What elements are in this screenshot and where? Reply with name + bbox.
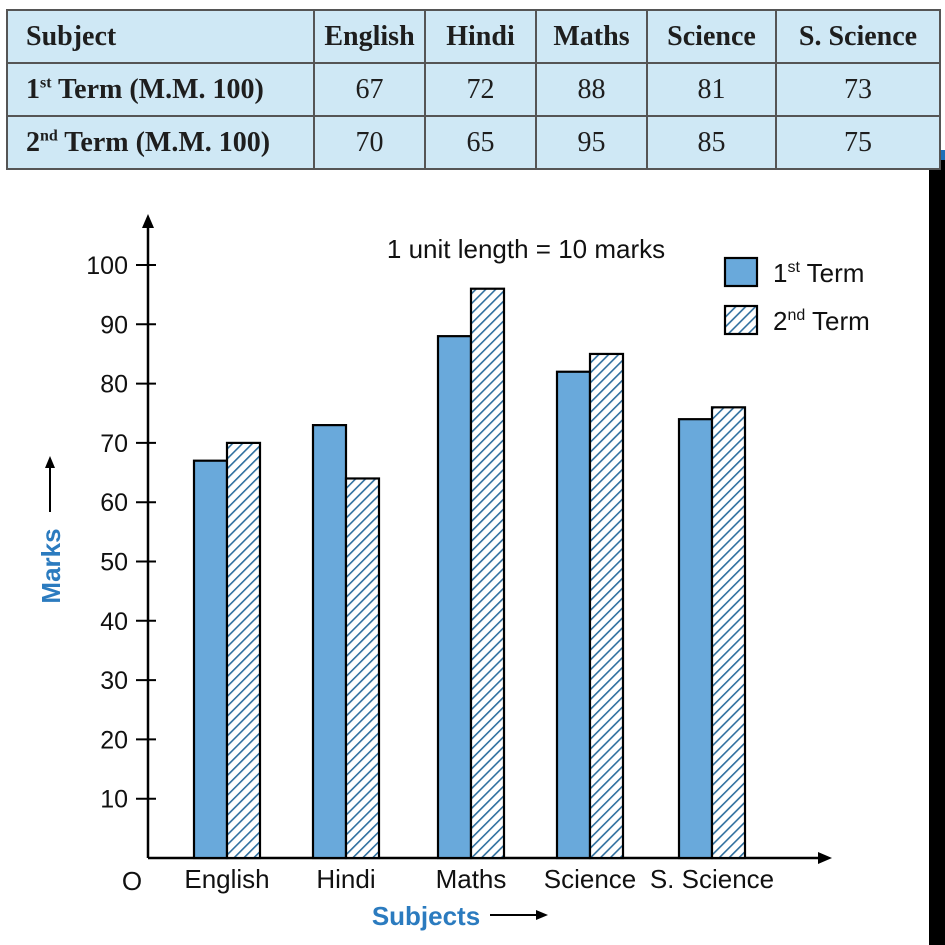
- scale-annotation: 1 unit length = 10 marks: [387, 234, 665, 264]
- bar-2nd-term-english: [225, 441, 262, 860]
- chart-legend: 1st Term 2nd Term: [723, 256, 870, 336]
- row-label: 2nd Term (M.M. 100): [6, 115, 315, 170]
- bar-1st-term-s-science: [677, 418, 714, 860]
- y-tick-label: 40: [100, 608, 128, 636]
- header-cell: Maths: [535, 9, 648, 64]
- marks-table: Subject English Hindi Maths Science S. S…: [6, 9, 941, 170]
- header-cell: Subject: [6, 9, 315, 64]
- bar-1st-term-hindi: [311, 424, 348, 860]
- y-tick-label: 20: [100, 726, 128, 754]
- bar-1st-term-english: [192, 459, 229, 860]
- page-edge-bar: [929, 160, 945, 945]
- table-cell: 95: [535, 115, 648, 170]
- header-cell: Hindi: [424, 9, 537, 64]
- y-tick-label: 30: [100, 667, 128, 695]
- table-cell: 67: [313, 62, 426, 117]
- y-tick-label: 10: [100, 786, 128, 814]
- table-cell: 88: [535, 62, 648, 117]
- x-title-arrow-head: [536, 910, 548, 920]
- origin-label: O: [122, 866, 142, 896]
- bar-1st-term-science: [555, 370, 592, 860]
- y-axis-arrow: [142, 214, 154, 228]
- legend-label-2nd-term: 2nd Term: [773, 306, 870, 336]
- header-cell: English: [313, 9, 426, 64]
- y-axis-title: Marks: [36, 528, 66, 603]
- x-tick-label: Science: [544, 864, 637, 894]
- bar-2nd-term-maths: [469, 287, 506, 860]
- table-cell: 85: [646, 115, 777, 170]
- table-cell: 70: [313, 115, 426, 170]
- x-tick-label: Maths: [436, 864, 507, 894]
- x-tick-label: S. Science: [650, 864, 774, 894]
- bar-1st-term-maths: [436, 335, 473, 860]
- x-axis-title: Subjects: [372, 901, 480, 931]
- header-cell: S. Science: [775, 9, 941, 64]
- row-label: 1st Term (M.M. 100): [6, 62, 315, 117]
- y-tick-label: 60: [100, 489, 128, 517]
- table-header-row: Subject English Hindi Maths Science S. S…: [6, 9, 941, 64]
- bar-2nd-term-hindi: [344, 477, 381, 860]
- y-tick-label: 70: [100, 430, 128, 458]
- bar-2nd-term-s-science: [710, 406, 747, 860]
- table-cell: 72: [424, 62, 537, 117]
- y-title-arrow-head: [45, 456, 55, 468]
- y-tick-label: 50: [100, 549, 128, 577]
- legend-label-1st-term: 1st Term: [773, 258, 864, 288]
- table-cell: 65: [424, 115, 537, 170]
- table-cell: 75: [775, 115, 941, 170]
- y-tick-label: 100: [86, 252, 128, 280]
- x-axis-arrow: [818, 852, 832, 864]
- table-row: 1st Term (M.M. 100) 67 72 88 81 73: [6, 62, 941, 117]
- x-tick-label: Hindi: [316, 864, 375, 894]
- chart-labels: 10 20 30 40 50 60 70 80 90 100 English Hindi Maths Sc…: [36, 234, 774, 931]
- y-tick-label: 80: [100, 371, 128, 399]
- bar-chart: 10 20 30 40 50 60 70 80 90 100 English Hindi Maths Sc…: [36, 214, 870, 931]
- table-cell: 81: [646, 62, 777, 117]
- legend-swatch-1st-term: [723, 256, 759, 288]
- header-cell: Science: [646, 9, 777, 64]
- legend-swatch-2nd-term: [723, 304, 759, 336]
- x-tick-label: English: [184, 864, 269, 894]
- y-tick-label: 90: [100, 311, 128, 339]
- bar-2nd-term-science: [588, 352, 625, 860]
- table-row: 2nd Term (M.M. 100) 70 65 95 85 75: [6, 115, 941, 170]
- chart-bars: [192, 287, 747, 860]
- table-cell: 73: [775, 62, 941, 117]
